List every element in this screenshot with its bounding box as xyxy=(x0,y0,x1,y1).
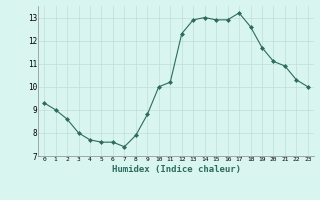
X-axis label: Humidex (Indice chaleur): Humidex (Indice chaleur) xyxy=(111,165,241,174)
